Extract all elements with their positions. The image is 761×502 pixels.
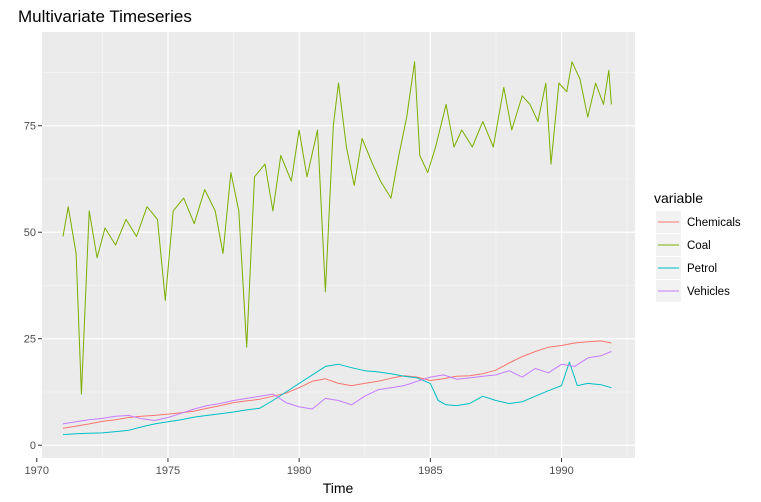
legend-item-chemicals: Chemicals [656,211,741,233]
plot-panel [42,32,635,458]
legend-item-coal: Coal [656,234,711,256]
series-line-vehicles [62,351,612,425]
x-tick-label: 1975 [156,465,180,477]
legend-item-vehicles: Vehicles [656,280,730,302]
chart-title: Multivariate Timeseries [18,7,192,26]
y-tick-label: 25 [24,334,36,346]
y-tick-label: 50 [24,227,36,239]
x-tick-label: 1990 [549,465,573,477]
legend: variable Chemicals Coal Petrol Vehicles [654,190,741,302]
y-tick-label: 75 [24,121,36,133]
series-lines [62,61,612,436]
legend-title: variable [654,190,703,206]
legend-label: Coal [687,240,711,252]
series-line-chemicals [62,340,612,429]
x-axis-ticks: 1970 1975 1980 1985 1990 [25,458,574,477]
series-line-petrol [62,361,612,436]
minor-gridlines [42,32,635,458]
y-axis-ticks: 0 25 50 75 [24,121,42,452]
legend-label: Petrol [687,263,717,275]
legend-label: Vehicles [687,286,730,298]
x-tick-label: 1970 [25,465,49,477]
series-line-coal [62,61,612,395]
legend-item-petrol: Petrol [656,257,717,279]
x-axis-title: Time [323,480,354,496]
legend-label: Chemicals [687,217,741,229]
x-tick-label: 1985 [418,465,442,477]
x-tick-label: 1980 [287,465,311,477]
major-gridlines [36,32,635,458]
y-tick-label: 0 [30,440,36,452]
